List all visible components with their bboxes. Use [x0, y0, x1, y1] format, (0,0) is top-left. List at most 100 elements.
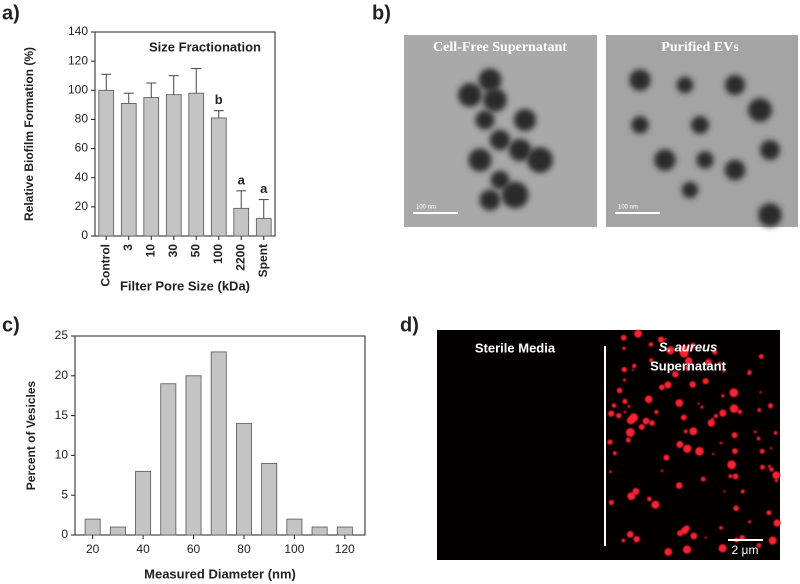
- bar: [255, 218, 272, 237]
- bar: [135, 470, 152, 536]
- spot: [685, 365, 691, 371]
- micrograph-label: Cell-Free Supernatant: [433, 40, 567, 55]
- spot: [768, 536, 777, 545]
- spot: [722, 369, 726, 373]
- spot: [648, 342, 654, 347]
- spot: [707, 419, 715, 427]
- spot: [622, 346, 626, 350]
- particle: [629, 69, 651, 91]
- spot: [756, 436, 761, 441]
- spot: [649, 420, 655, 426]
- spot: [756, 543, 762, 548]
- x-tick-label: 30: [166, 244, 180, 258]
- particle: [478, 68, 502, 92]
- spot: [620, 334, 627, 341]
- significance-label: a: [260, 181, 268, 196]
- spot: [609, 470, 612, 474]
- panel-label: b): [372, 2, 391, 24]
- spot: [689, 381, 696, 388]
- bar: [98, 89, 115, 237]
- spot: [772, 471, 781, 480]
- particle: [691, 116, 709, 134]
- particle: [458, 83, 482, 107]
- spot: [677, 530, 684, 537]
- spot: [719, 409, 727, 417]
- spot: [683, 444, 692, 453]
- chart-title: Size Fractionation: [149, 39, 261, 54]
- spot: [679, 345, 689, 355]
- scale-bar-label: 2 μm: [732, 543, 759, 557]
- spot: [712, 349, 718, 355]
- spot: [702, 378, 709, 385]
- spot: [753, 430, 757, 434]
- particle: [489, 129, 511, 151]
- bar: [261, 462, 278, 536]
- spot: [625, 428, 635, 437]
- spot: [675, 482, 683, 489]
- image-label: S. aureus: [659, 339, 718, 354]
- spot: [672, 370, 679, 378]
- image-label: Supernatant: [650, 358, 727, 373]
- spot: [625, 437, 631, 443]
- y-tick-label: 120: [68, 53, 88, 67]
- particle: [513, 108, 537, 132]
- y-tick-label: 15: [55, 408, 69, 422]
- particle: [501, 181, 529, 209]
- y-axis-label: Relative Biofilm Formation (%): [22, 47, 36, 221]
- spot: [666, 346, 675, 355]
- micrograph-label: Purified EVs: [661, 40, 739, 55]
- spot: [737, 409, 743, 415]
- y-tick-label: 0: [61, 527, 68, 541]
- particle: [508, 138, 532, 162]
- spot: [675, 399, 684, 407]
- spot: [622, 398, 628, 404]
- bar: [210, 351, 227, 536]
- panel-label: a): [2, 2, 20, 24]
- panel-label: d): [400, 314, 419, 336]
- spot: [626, 531, 634, 538]
- spot: [732, 448, 738, 454]
- spot: [632, 487, 640, 495]
- spot: [608, 499, 614, 505]
- y-tick-label: 10: [55, 448, 69, 462]
- particle: [760, 140, 780, 160]
- spot: [644, 395, 653, 404]
- particle: [654, 149, 676, 171]
- x-tick-label: 20: [86, 542, 100, 556]
- y-tick-label: 140: [68, 24, 88, 38]
- x-tick-label: 40: [136, 542, 150, 556]
- spot: [638, 423, 645, 430]
- spot: [757, 408, 762, 413]
- spot: [657, 336, 665, 343]
- y-tick-label: 0: [81, 228, 88, 242]
- particle: [758, 203, 782, 227]
- particle: [696, 151, 714, 169]
- spot: [740, 489, 745, 494]
- particle: [527, 147, 553, 173]
- spot: [712, 452, 715, 456]
- panel-label: c): [2, 314, 20, 336]
- spot: [646, 419, 649, 422]
- spot: [690, 532, 698, 540]
- spot: [733, 505, 739, 512]
- x-tick-label: 80: [237, 542, 251, 556]
- spot: [759, 391, 762, 394]
- particle: [475, 110, 495, 130]
- bar: [165, 94, 182, 237]
- spot: [616, 413, 622, 419]
- bar: [143, 97, 160, 237]
- spot: [773, 519, 781, 527]
- particle: [490, 170, 510, 190]
- particle: [725, 75, 745, 95]
- plot-frame: [94, 31, 276, 237]
- spot: [664, 337, 667, 341]
- spot: [747, 370, 752, 376]
- spot: [758, 354, 764, 359]
- spot: [729, 388, 739, 398]
- spot: [682, 545, 692, 554]
- bar: [286, 518, 303, 536]
- bar: [235, 423, 252, 536]
- spot: [647, 496, 652, 501]
